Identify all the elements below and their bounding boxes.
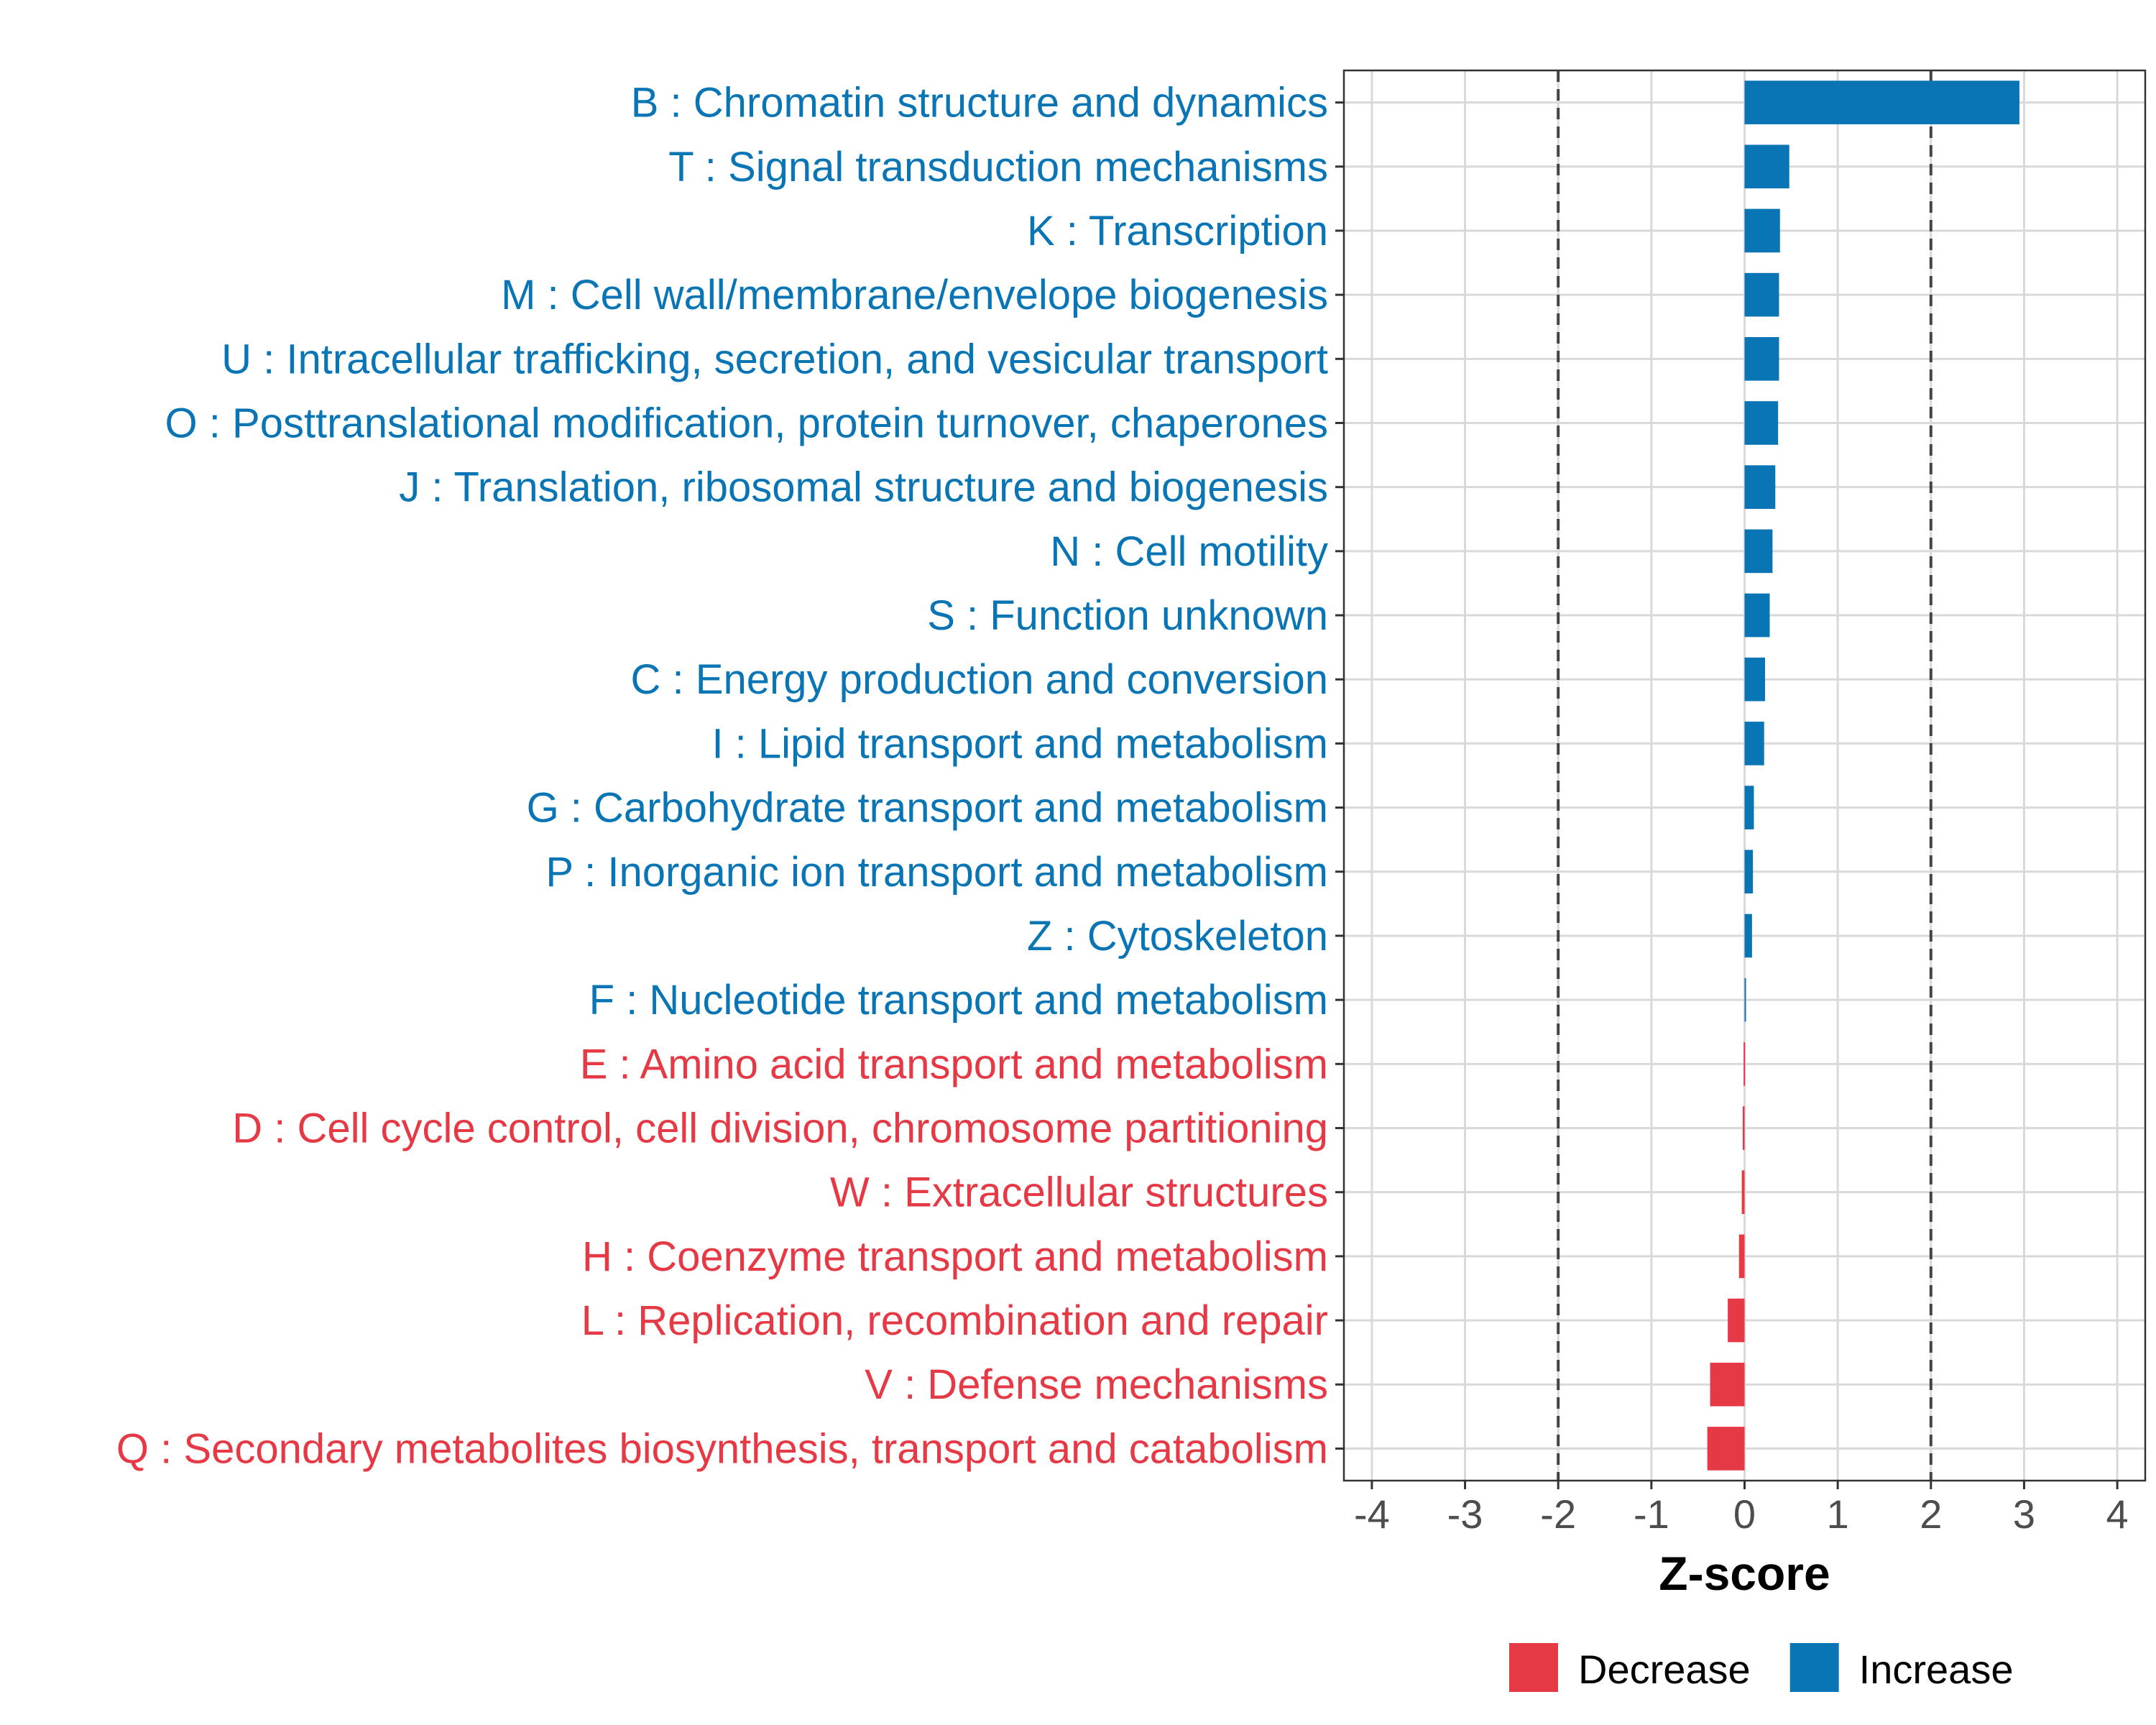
bar — [1744, 401, 1779, 445]
x-tick-label: 4 — [2106, 1491, 2129, 1537]
category-label: H : Coenzyme transport and metabolism — [582, 1233, 1328, 1280]
bar — [1738, 1234, 1745, 1279]
x-tick-label: -2 — [1540, 1491, 1576, 1537]
bar — [1744, 593, 1770, 638]
bar — [1744, 529, 1773, 574]
category-label: U : Intracellular trafficking, secretion… — [221, 336, 1328, 382]
legend-swatch — [1509, 1643, 1558, 1692]
category-label: L : Replication, recombination and repai… — [581, 1297, 1328, 1344]
legend-label: Increase — [1859, 1647, 2014, 1692]
category-label: B : Chromatin structure and dynamics — [631, 80, 1328, 126]
bar — [1744, 850, 1754, 894]
bar — [1744, 465, 1776, 510]
x-tick-label: 2 — [1920, 1491, 1942, 1537]
x-tick-label: 0 — [1733, 1491, 1756, 1537]
x-tick-label: 1 — [1827, 1491, 1849, 1537]
category-label: W : Extracellular structures — [830, 1169, 1328, 1216]
bar — [1744, 144, 1789, 189]
category-label: D : Cell cycle control, cell division, c… — [232, 1105, 1328, 1152]
category-label: N : Cell motility — [1050, 528, 1328, 575]
category-label: P : Inorganic ion transport and metaboli… — [545, 849, 1328, 896]
legend-label: Decrease — [1578, 1647, 1751, 1692]
category-label: F : Nucleotide transport and metabolism — [589, 977, 1328, 1024]
bar — [1742, 1106, 1745, 1150]
bar — [1744, 336, 1779, 381]
y-axis-ticks — [1335, 101, 1344, 1450]
bar — [1744, 208, 1780, 253]
bar — [1744, 80, 2019, 124]
x-axis-ticks: -4 -3 -2 -1 0 1 2 3 4 — [1354, 1481, 2129, 1537]
category-label: I : Lipid transport and metabolism — [711, 720, 1328, 767]
x-axis-title: Z-score — [1659, 1547, 1830, 1600]
bar — [1741, 1170, 1745, 1215]
bar — [1744, 722, 1764, 765]
category-label: S : Function unknown — [927, 592, 1328, 639]
category-label: Q : Secondary metabolites biosynthesis, … — [116, 1425, 1328, 1472]
category-label: Z : Cytoskeleton — [1027, 913, 1328, 960]
reference-lines — [1557, 70, 1932, 1481]
bar — [1728, 1298, 1745, 1343]
x-tick-label: -1 — [1634, 1491, 1669, 1537]
x-tick-label: -4 — [1354, 1491, 1390, 1537]
category-label: O : Posttranslational modification, prot… — [165, 400, 1328, 447]
category-labels: B : Chromatin structure and dynamics T : … — [116, 80, 1328, 1473]
bar — [1744, 657, 1766, 702]
category-label: K : Transcription — [1027, 208, 1328, 254]
category-label: E : Amino acid transport and metabolism — [580, 1041, 1328, 1087]
x-tick-label: 3 — [2013, 1491, 2035, 1537]
bars — [1707, 80, 2019, 1471]
category-label: T : Signal transduction mechanisms — [668, 144, 1328, 190]
category-label: G : Carbohydrate transport and metabolis… — [527, 785, 1328, 832]
bar — [1744, 272, 1779, 317]
x-tick-label: -3 — [1447, 1491, 1483, 1537]
bar — [1744, 786, 1754, 829]
bar — [1710, 1362, 1745, 1407]
bar — [1744, 978, 1746, 1022]
category-label: C : Energy production and conversion — [631, 656, 1328, 703]
category-label: M : Cell wall/membrane/envelope biogenes… — [501, 272, 1328, 318]
legend-swatch — [1789, 1643, 1839, 1692]
bar — [1707, 1427, 1745, 1471]
bar — [1743, 1041, 1746, 1086]
category-label: V : Defense mechanisms — [865, 1361, 1328, 1408]
legend: Decrease Increase — [1509, 1643, 2013, 1692]
bar — [1744, 914, 1752, 958]
category-label: J : Translation, ribosomal structure and… — [399, 464, 1328, 511]
